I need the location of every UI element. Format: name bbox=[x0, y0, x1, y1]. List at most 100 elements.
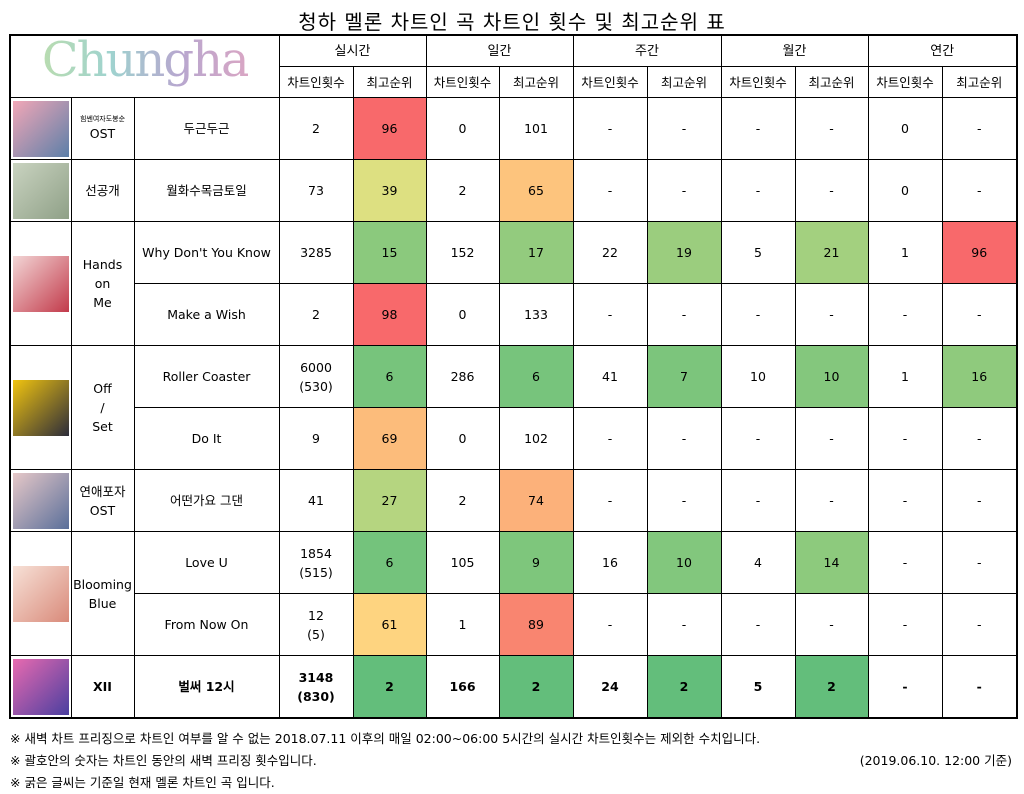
best-rank-cell: 16 bbox=[941, 345, 1018, 408]
table-row: Do It 9 69 0 102- - - - - - bbox=[10, 407, 1018, 470]
chart-in-count-header: 차트인횟수 bbox=[572, 66, 648, 98]
chart-in-count-header: 차트인횟수 bbox=[867, 66, 943, 98]
period-header: 월간 bbox=[720, 34, 869, 67]
album-cover-cell bbox=[9, 531, 72, 656]
album-cover-cell bbox=[9, 469, 72, 532]
chart-in-count-header: 차트인횟수 bbox=[278, 66, 354, 98]
song-title: Roller Coaster bbox=[133, 345, 280, 408]
best-rank-cell: - bbox=[941, 407, 1018, 470]
song-title: Love U bbox=[133, 531, 280, 594]
period-header: 실시간 bbox=[278, 34, 427, 67]
song-title: From Now On bbox=[133, 593, 280, 656]
chart-in-count-cell: 166 bbox=[425, 655, 500, 719]
album-title: Hands on Me bbox=[82, 257, 123, 310]
chart-in-count-cell: 0 bbox=[867, 97, 943, 160]
best-rank-cell: 14 bbox=[794, 531, 869, 594]
chart-in-count-cell: - bbox=[572, 469, 648, 532]
chart-in-count-cell: 4 bbox=[720, 531, 796, 594]
best-rank-header: 최고순위 bbox=[498, 66, 574, 98]
best-rank-cell: 10 bbox=[646, 531, 722, 594]
chart-in-count-cell: 0 bbox=[867, 159, 943, 222]
best-rank-cell: 74 bbox=[498, 469, 574, 532]
album-title: Off / Set bbox=[92, 381, 113, 434]
best-rank-cell: - bbox=[941, 469, 1018, 532]
best-rank-cell: 89 bbox=[498, 593, 574, 656]
chart-in-count-cell: 41 bbox=[278, 469, 354, 532]
song-title: 벌써 12시 bbox=[133, 655, 280, 719]
footnotes: ※ 새벽 차트 프리징으로 차트인 여부를 알 수 없는 2018.07.11 … bbox=[10, 728, 760, 794]
best-rank-cell: 7 bbox=[646, 345, 722, 408]
period-header: 일간 bbox=[425, 34, 574, 67]
album-title: XII bbox=[93, 679, 112, 694]
best-rank-cell: 65 bbox=[498, 159, 574, 222]
best-rank-cell: 96 bbox=[941, 221, 1018, 284]
best-rank-cell: 17 bbox=[498, 221, 574, 284]
table-row: Hands on Me Why Don't You Know 3285 15 152 17… bbox=[9, 221, 1018, 346]
album-cover-image bbox=[12, 379, 69, 436]
chart-in-count-cell: 152 bbox=[425, 221, 500, 284]
best-rank-cell: - bbox=[646, 469, 722, 532]
best-rank-header: 최고순위 bbox=[794, 66, 869, 98]
logo: Chungha bbox=[9, 32, 280, 98]
best-rank-header: 최고순위 bbox=[941, 66, 1018, 98]
best-rank-cell: - bbox=[941, 283, 1018, 346]
best-rank-cell: 2 bbox=[352, 655, 427, 719]
album-name: Off / Set bbox=[70, 345, 135, 470]
chart-in-count-cell: 1854 (515) bbox=[278, 531, 354, 594]
chart-in-count-cell: - bbox=[867, 283, 943, 346]
chart-in-count-cell: 6000 (530) bbox=[278, 345, 354, 408]
best-rank-cell: - bbox=[646, 283, 722, 346]
album-cover-image bbox=[12, 100, 69, 157]
chart-in-count-cell: - bbox=[720, 593, 796, 656]
period-header: 주간 bbox=[572, 34, 722, 67]
album-name: Blooming Blue bbox=[70, 531, 135, 656]
chart-in-count-cell: 0 bbox=[425, 283, 500, 346]
chart-in-count-cell: - bbox=[720, 469, 796, 532]
table-row: XII 벌써 12시 3148 (830) 2 166 2 24 2 5 2- - bbox=[9, 655, 1018, 719]
song-title: Make a Wish bbox=[133, 283, 280, 346]
chart-in-count-cell: 9 bbox=[278, 407, 354, 470]
footnote: ※ 굵은 글씨는 기준일 현재 멜론 차트인 곡 입니다. bbox=[10, 775, 275, 790]
song-title: 어떤가요 그댄 bbox=[133, 469, 280, 532]
best-rank-cell: - bbox=[646, 97, 722, 160]
album-cover-cell bbox=[9, 159, 72, 222]
album-name: XII bbox=[70, 655, 135, 719]
best-rank-cell: 6 bbox=[352, 345, 427, 408]
chart-in-count-cell: - bbox=[572, 159, 648, 222]
best-rank-cell: 96 bbox=[352, 97, 427, 160]
best-rank-cell: 15 bbox=[352, 221, 427, 284]
chart-in-count-cell: 286 bbox=[425, 345, 500, 408]
chungha-logo: Chungha bbox=[41, 32, 250, 88]
album-title: OST bbox=[89, 125, 116, 141]
chart-in-count-cell: 0 bbox=[425, 407, 500, 470]
reference-date: (2019.06.10. 12:00 기준) bbox=[859, 753, 1012, 768]
best-rank-cell: - bbox=[941, 531, 1018, 594]
best-rank-cell: 101 bbox=[498, 97, 574, 160]
footnote: ※ 괄호안의 숫자는 차트인 동안의 새벽 프리징 횟수입니다. bbox=[10, 753, 317, 768]
album-name: 선공개 bbox=[70, 159, 135, 222]
best-rank-cell: 61 bbox=[352, 593, 427, 656]
chart-in-count-cell: - bbox=[572, 97, 648, 160]
best-rank-cell: - bbox=[794, 469, 869, 532]
chart-in-count-cell: 2 bbox=[425, 469, 500, 532]
chart-in-count-cell: 2 bbox=[278, 283, 354, 346]
best-rank-cell: 69 bbox=[352, 407, 427, 470]
best-rank-cell: 133 bbox=[498, 283, 574, 346]
best-rank-cell: 2 bbox=[794, 655, 869, 719]
chart-in-count-cell: 3285 bbox=[278, 221, 354, 284]
chart-in-count-cell: 5 bbox=[720, 655, 796, 719]
album-title: 연애포자 OST bbox=[79, 483, 126, 518]
chart-in-count-cell: 2 bbox=[278, 97, 354, 160]
table-row: 힘쎈여자도봉순 OST 두근두근 2 96 0 101- - - -0- bbox=[9, 97, 1018, 160]
album-cover-image bbox=[12, 658, 69, 715]
album-title: Blooming Blue bbox=[73, 576, 132, 611]
chart-in-count-cell: 24 bbox=[572, 655, 648, 719]
chart-in-count-cell: 10 bbox=[720, 345, 796, 408]
best-rank-cell: 10 bbox=[794, 345, 869, 408]
best-rank-cell: - bbox=[646, 407, 722, 470]
chart-in-count-cell: 5 bbox=[720, 221, 796, 284]
chart-in-count-cell: 12 (5) bbox=[278, 593, 354, 656]
album-name: 힘쎈여자도봉순 OST bbox=[70, 97, 135, 160]
chart-in-count-cell: 1 bbox=[867, 221, 943, 284]
best-rank-cell: 98 bbox=[352, 283, 427, 346]
